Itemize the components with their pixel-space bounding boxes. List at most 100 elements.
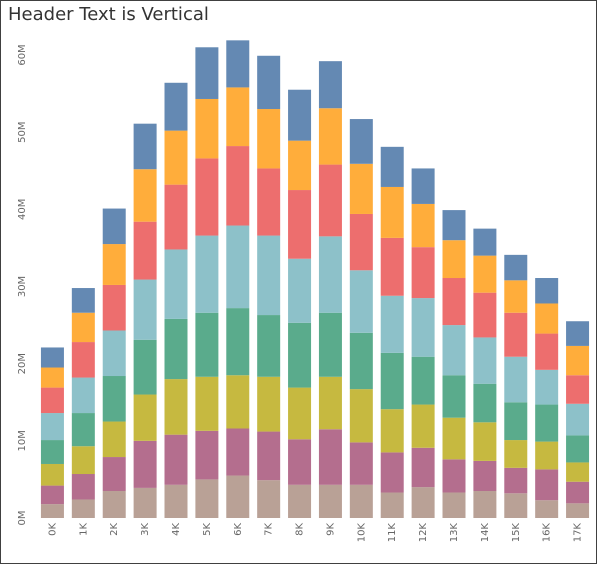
bar-segment-4K-0[interactable] [164,484,188,518]
bar-segment-17K-1[interactable] [566,481,590,504]
bar-segment-2K-0[interactable] [102,490,126,518]
bar-segment-9K-2[interactable] [318,376,342,430]
bar-segment-12K-0[interactable] [411,487,435,518]
bar-segment-7K-1[interactable] [257,431,281,481]
bar-segment-8K-5[interactable] [288,190,312,259]
bar-segment-5K-7[interactable] [195,47,219,99]
bar-segment-13K-1[interactable] [442,459,466,493]
bar-segment-16K-6[interactable] [535,303,559,334]
bar-segment-11K-2[interactable] [380,409,404,453]
bar-segment-1K-3[interactable] [71,413,95,447]
bar-segment-10K-7[interactable] [349,119,373,164]
bar-segment-8K-4[interactable] [288,258,312,323]
bar-segment-0K-3[interactable] [40,440,64,464]
bar-segment-14K-1[interactable] [473,460,497,491]
bar-segment-10K-6[interactable] [349,163,373,214]
bar-segment-3K-3[interactable] [133,339,157,395]
bar-segment-8K-0[interactable] [288,484,312,518]
bar-segment-10K-5[interactable] [349,213,373,271]
bar-segment-9K-4[interactable] [318,236,342,313]
bar-segment-8K-6[interactable] [288,140,312,191]
bar-segment-12K-1[interactable] [411,447,435,488]
bar-segment-16K-0[interactable] [535,500,559,518]
bar-segment-17K-5[interactable] [566,375,590,404]
bar-segment-4K-7[interactable] [164,82,188,131]
bar-segment-6K-5[interactable] [226,146,250,226]
bar-segment-15K-2[interactable] [504,440,528,468]
bar-segment-17K-0[interactable] [566,503,590,518]
bar-segment-8K-1[interactable] [288,439,312,485]
bar-segment-14K-2[interactable] [473,422,497,461]
bar-segment-17K-7[interactable] [566,321,590,346]
bar-segment-10K-0[interactable] [349,484,373,518]
bar-segment-13K-4[interactable] [442,325,466,376]
bar-segment-11K-1[interactable] [380,452,404,493]
bar-segment-13K-6[interactable] [442,240,466,279]
bar-segment-14K-7[interactable] [473,228,497,256]
bar-segment-15K-0[interactable] [504,493,528,518]
bar-segment-0K-4[interactable] [40,413,64,441]
bar-segment-3K-0[interactable] [133,487,157,518]
bar-segment-11K-5[interactable] [380,237,404,296]
bar-segment-14K-5[interactable] [473,292,497,338]
bar-segment-17K-6[interactable] [566,345,590,376]
bar-segment-13K-3[interactable] [442,375,466,418]
bar-segment-5K-5[interactable] [195,158,219,236]
bar-segment-16K-4[interactable] [535,369,559,405]
bar-segment-9K-0[interactable] [318,484,342,518]
bar-segment-15K-3[interactable] [504,402,528,441]
bar-segment-13K-5[interactable] [442,278,466,326]
bar-segment-13K-7[interactable] [442,210,466,241]
bar-segment-10K-1[interactable] [349,442,373,485]
bar-segment-15K-7[interactable] [504,254,528,281]
bar-segment-3K-4[interactable] [133,279,157,340]
bar-segment-12K-3[interactable] [411,356,435,405]
bar-segment-8K-3[interactable] [288,322,312,388]
bar-segment-9K-7[interactable] [318,61,342,109]
bar-segment-6K-3[interactable] [226,308,250,376]
bar-segment-15K-5[interactable] [504,312,528,357]
bar-segment-15K-4[interactable] [504,356,528,403]
bar-segment-13K-0[interactable] [442,492,466,518]
bar-segment-7K-7[interactable] [257,55,281,110]
bar-segment-8K-2[interactable] [288,387,312,440]
bar-segment-10K-4[interactable] [349,270,373,333]
bar-segment-14K-3[interactable] [473,383,497,423]
bar-segment-16K-3[interactable] [535,404,559,442]
bar-segment-9K-5[interactable] [318,164,342,237]
bar-segment-16K-2[interactable] [535,441,559,470]
bar-segment-7K-6[interactable] [257,109,281,169]
bar-segment-12K-4[interactable] [411,298,435,357]
bar-segment-1K-2[interactable] [71,446,95,475]
bar-segment-1K-1[interactable] [71,474,95,500]
bar-segment-2K-1[interactable] [102,457,126,491]
bar-segment-5K-1[interactable] [195,430,219,480]
bar-segment-1K-7[interactable] [71,288,95,313]
bar-segment-13K-2[interactable] [442,417,466,460]
bar-segment-16K-5[interactable] [535,333,559,370]
bar-segment-12K-5[interactable] [411,247,435,299]
bar-segment-15K-1[interactable] [504,467,528,494]
bar-segment-11K-3[interactable] [380,352,404,410]
bar-segment-12K-7[interactable] [411,168,435,204]
bar-segment-14K-4[interactable] [473,337,497,384]
bar-segment-2K-5[interactable] [102,284,126,331]
bar-segment-1K-6[interactable] [71,312,95,343]
bar-segment-7K-2[interactable] [257,376,281,432]
bar-segment-0K-6[interactable] [40,367,64,388]
bar-segment-7K-4[interactable] [257,235,281,316]
bar-segment-5K-2[interactable] [195,376,219,431]
bar-segment-3K-2[interactable] [133,394,157,441]
bar-segment-5K-3[interactable] [195,312,219,377]
bar-segment-0K-7[interactable] [40,347,64,368]
bar-segment-11K-7[interactable] [380,146,404,187]
bar-segment-6K-7[interactable] [226,40,250,88]
bar-segment-2K-7[interactable] [102,208,126,245]
bar-segment-0K-2[interactable] [40,463,64,486]
bar-segment-11K-0[interactable] [380,492,404,518]
bar-segment-6K-4[interactable] [226,225,250,309]
bar-segment-6K-6[interactable] [226,87,250,147]
bar-segment-12K-6[interactable] [411,203,435,248]
bar-segment-4K-2[interactable] [164,379,188,435]
bar-segment-11K-6[interactable] [380,186,404,238]
